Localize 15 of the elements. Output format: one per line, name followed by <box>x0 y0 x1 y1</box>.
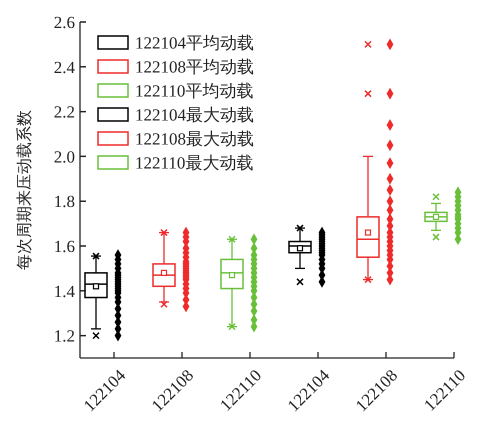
y-tick-label: 2.4 <box>54 58 76 77</box>
y-tick-label: 2.6 <box>54 12 75 32</box>
legend-label: 122104平均动载 <box>135 33 254 52</box>
legend-label: 122110最大动载 <box>135 153 254 172</box>
y-tick-label: 1.4 <box>54 282 76 301</box>
legend-label: 122108最大动载 <box>135 129 254 148</box>
legend-label: 122104最大动载 <box>135 105 254 124</box>
y-tick-label: 2.0 <box>54 147 75 166</box>
y-tick-label: 1.8 <box>54 192 75 212</box>
y-axis-title: 每次周期来压动载系数 <box>16 110 34 270</box>
legend-label: 122110平均动载 <box>135 81 254 100</box>
y-tick-label: 2.2 <box>54 102 75 122</box>
y-tick-label: 1.6 <box>54 236 75 256</box>
legend-label: 122108平均动载 <box>135 57 254 76</box>
y-tick-label: 1.2 <box>54 326 75 346</box>
